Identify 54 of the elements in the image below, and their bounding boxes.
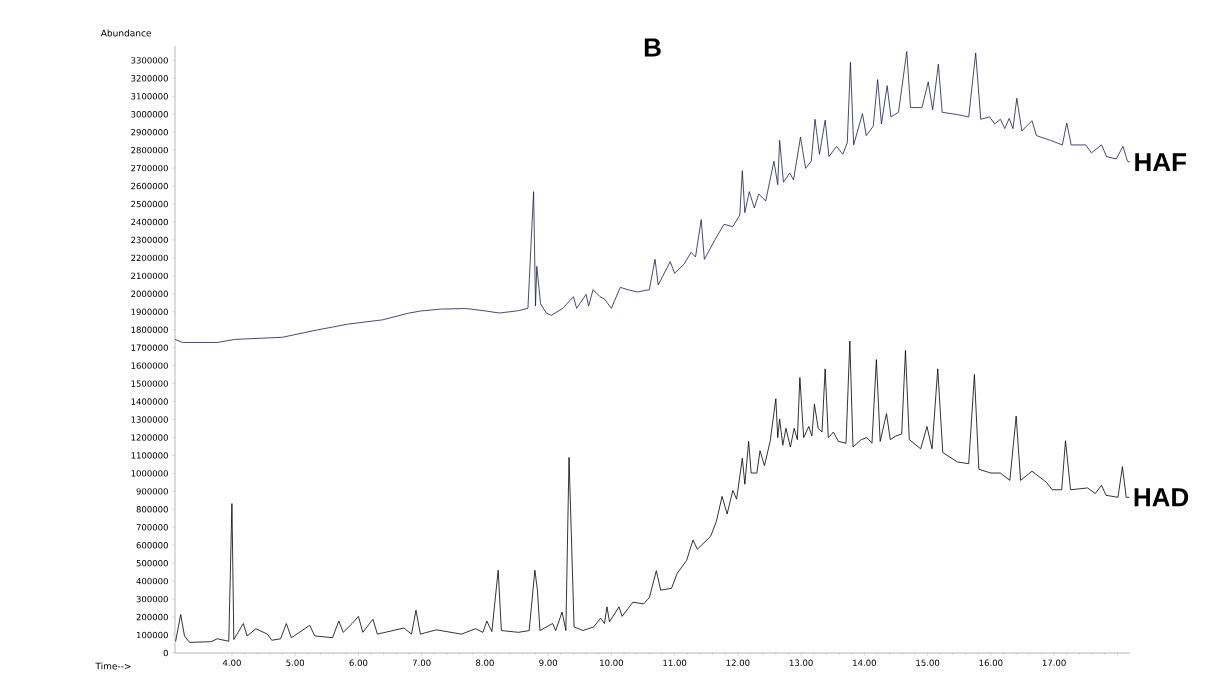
y-tick-label: 2900000 <box>131 128 168 136</box>
y-tick-label: 500000 <box>136 559 168 567</box>
y-tick-label: 200000 <box>136 613 168 621</box>
line-series <box>175 340 1130 643</box>
y-tick-label: 2500000 <box>131 200 168 208</box>
y-tick-label: 1400000 <box>131 398 168 405</box>
y-tick-label: 100000 <box>136 631 168 639</box>
y-tick-label: 300000 <box>136 595 168 603</box>
x-axis-title: Time--> <box>95 662 131 670</box>
x-tick-label: 6.00 <box>349 659 368 666</box>
y-tick-label: 800000 <box>136 506 168 513</box>
y-tick-label: 1800000 <box>131 326 168 333</box>
y-tick-label: 1600000 <box>131 362 168 369</box>
y-axis-title: Abundance <box>100 29 152 37</box>
x-tick-label: 17.00 <box>1042 659 1066 666</box>
y-tick-label: 3100000 <box>131 93 168 100</box>
x-tick-label: 5.00 <box>286 659 305 666</box>
y-tick-label: 1200000 <box>131 434 168 441</box>
x-tick-label: 4.00 <box>222 659 241 666</box>
y-tick-label: 700000 <box>136 524 168 531</box>
y-tick-label: 400000 <box>136 577 168 585</box>
y-tick-label: 2300000 <box>131 236 168 244</box>
x-tick-label: 8.00 <box>476 659 494 666</box>
y-tick-label: 2400000 <box>131 218 168 226</box>
y-tick-label: 3000000 <box>131 111 168 118</box>
x-tick-label: 12.00 <box>726 659 750 666</box>
y-tick-label: 600000 <box>136 542 168 549</box>
x-tick-label: 14.00 <box>853 659 876 666</box>
y-tick-label: 1000000 <box>131 470 168 477</box>
x-tick-label: 10.00 <box>600 659 623 666</box>
y-tick-label: 900000 <box>136 488 168 495</box>
y-tick-label: 3300000 <box>131 57 168 64</box>
series-label: HAF <box>1135 153 1187 172</box>
y-tick-label: 2200000 <box>131 254 168 262</box>
y-tick-label: 1300000 <box>131 416 168 423</box>
x-tick-label: 11.00 <box>663 659 687 666</box>
y-tick-label: 1900000 <box>131 308 168 315</box>
y-tick-label: 2600000 <box>131 182 168 190</box>
y-tick-label: 2100000 <box>131 272 168 280</box>
y-tick-label: 2700000 <box>131 164 168 172</box>
y-tick-label: 0 <box>163 649 168 657</box>
y-tick-label: 1100000 <box>131 452 168 459</box>
x-tick-label: 16.00 <box>979 659 1003 666</box>
series-label: HAD <box>1134 488 1189 507</box>
chart-title: B <box>644 38 661 57</box>
y-tick-label: 1700000 <box>131 344 168 351</box>
y-tick-label: 1500000 <box>131 380 168 387</box>
y-tick-label: 3200000 <box>131 75 168 82</box>
x-tick-label: 13.00 <box>789 659 813 666</box>
x-tick-label: 9.00 <box>539 659 558 666</box>
y-tick-label: 2000000 <box>131 290 168 298</box>
x-tick-label: 7.00 <box>412 659 431 666</box>
x-tick-label: 15.00 <box>916 659 940 666</box>
y-tick-label: 2800000 <box>131 146 168 154</box>
